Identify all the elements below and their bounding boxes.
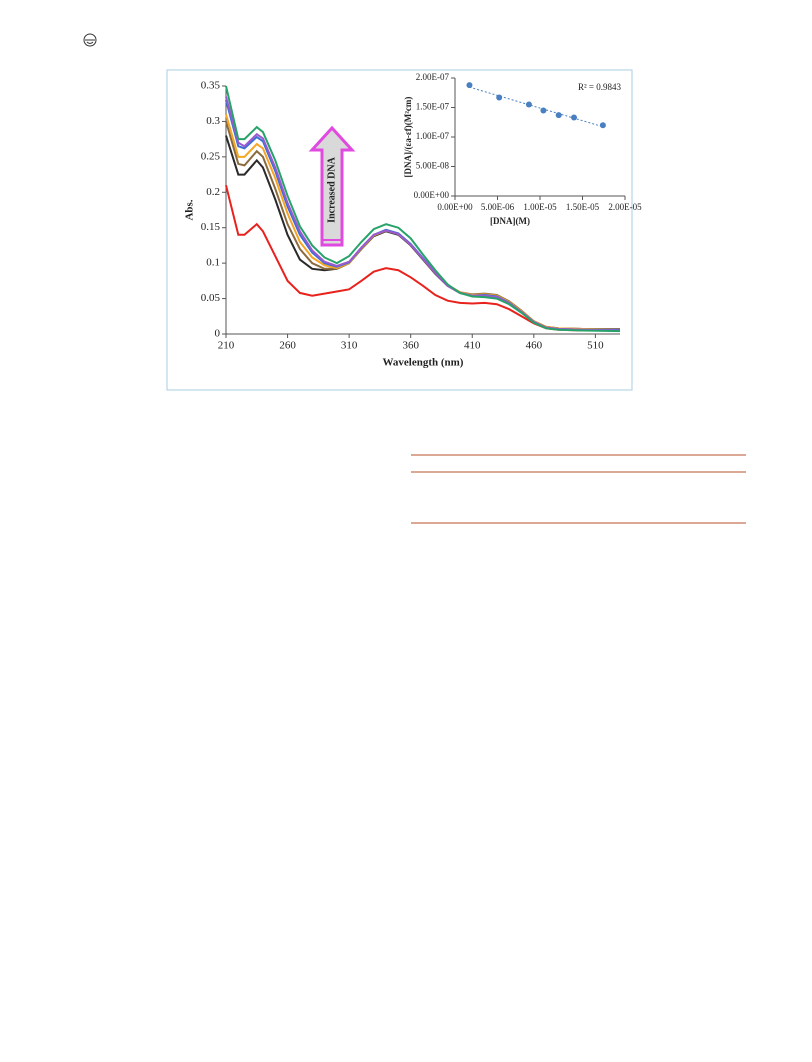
x-tick-label: 360 [402, 340, 419, 352]
point [525, 101, 532, 108]
point [599, 122, 606, 129]
x-axis-label: [DNA](M) [490, 216, 530, 226]
annotation: Increased DNA [326, 156, 337, 222]
icon [83, 33, 97, 47]
y-tick-label: 0.2 [206, 186, 220, 198]
y-tick-label: 0.05 [201, 292, 221, 304]
x-tick-label: 2.00E-05 [608, 202, 642, 212]
point [540, 107, 547, 114]
x-tick-label: 410 [464, 340, 481, 352]
y-tick-label: 0.25 [201, 150, 221, 162]
x-tick-label: 260 [279, 340, 296, 352]
point [571, 114, 577, 121]
y-tick-label: 0.35 [201, 80, 221, 92]
x-tick-label: 1.50E-05 [566, 202, 600, 212]
icon-glyph [85, 39, 95, 44]
line-series [225, 184, 620, 332]
y-tick-label: 0.15 [201, 221, 221, 233]
y-tick-label: 1.50E-07 [416, 102, 450, 112]
x-tick-label: 460 [526, 340, 543, 352]
arrow-shape [308, 125, 356, 247]
y-tick-label: 0.00E+00 [414, 190, 450, 200]
x-tick-label: 510 [587, 340, 604, 352]
y-tick-label: 0.3 [206, 115, 220, 127]
annotation-arrow: Increased DNA [308, 125, 356, 247]
x-axis-label: Wavelength (nm) [383, 357, 464, 369]
x-tick-label: 0.00E+00 [437, 202, 473, 212]
y-axis-label: Abs. [184, 199, 196, 220]
point [555, 112, 562, 119]
y-tick-label: 2.00E-07 [416, 72, 450, 82]
y-tick-label: 0 [215, 328, 221, 340]
y-tick-label: 1.00E-07 [416, 131, 450, 141]
line-series [225, 85, 621, 333]
x-tick-label: 210 [218, 340, 235, 352]
trendline [469, 86, 604, 128]
figure-frame [166, 69, 633, 391]
y-axis-label: [DNA]/(εa-εf)(M²cm) [403, 97, 413, 178]
x-tick-label: 1.00E-05 [523, 202, 557, 212]
y-tick-label: 0.1 [206, 257, 220, 269]
x-tick-label: 310 [341, 340, 358, 352]
annotation: R² = 0.9843 [578, 82, 622, 92]
y-tick-label: 5.00E-08 [416, 161, 450, 171]
point [496, 94, 503, 101]
point [466, 82, 473, 89]
x-tick-label: 5.00E-06 [481, 202, 515, 212]
